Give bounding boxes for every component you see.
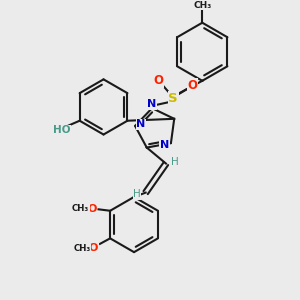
Text: H: H: [171, 157, 178, 167]
Text: CH₃: CH₃: [73, 244, 91, 253]
Text: HO: HO: [53, 125, 71, 135]
Text: CH₃: CH₃: [193, 1, 212, 10]
Text: N: N: [147, 99, 157, 109]
Text: S: S: [168, 92, 178, 105]
Text: CH₃: CH₃: [72, 204, 89, 213]
Text: O: O: [87, 204, 97, 214]
Text: N: N: [136, 119, 146, 130]
Text: H: H: [133, 189, 141, 199]
Text: O: O: [89, 243, 98, 253]
Text: O: O: [188, 79, 198, 92]
Text: O: O: [154, 74, 164, 87]
Text: N: N: [160, 140, 169, 150]
